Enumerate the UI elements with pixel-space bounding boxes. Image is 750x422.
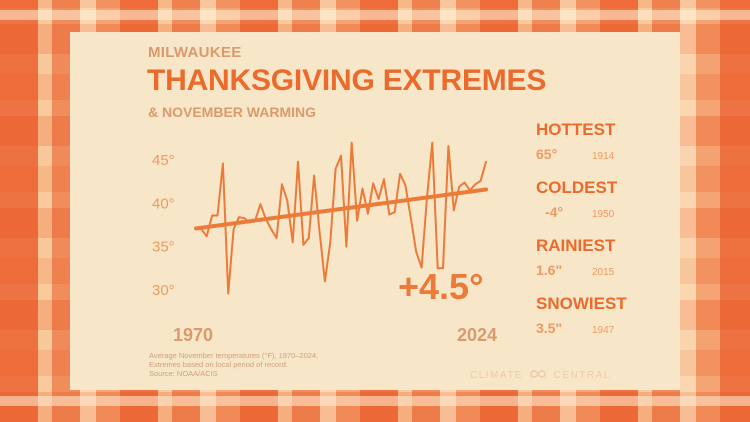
stat-label: RAINIEST [536, 236, 616, 255]
data-point [372, 182, 375, 185]
data-point [388, 213, 391, 216]
data-point [307, 237, 310, 239]
plaid-stripe [0, 10, 750, 20]
data-point [297, 160, 299, 163]
stat-label: COLDEST [536, 178, 618, 197]
stat-value: 3.5" [536, 320, 563, 336]
data-point [275, 237, 278, 239]
y-tick-label: 30° [152, 282, 175, 299]
stat-label: SNOWIEST [536, 294, 627, 313]
data-point [393, 211, 396, 213]
data-point [329, 241, 332, 244]
data-point [452, 209, 455, 212]
data-point [404, 184, 407, 186]
stat-coldest: COLDEST -4° 1950 [536, 178, 676, 222]
y-tick-label: 40° [152, 195, 175, 212]
data-point [291, 241, 294, 244]
stat-value: -4° [545, 204, 564, 220]
plaid-stripe [0, 396, 750, 406]
stat-label: HOTTEST [536, 120, 616, 139]
brand-text: CENTRAL [553, 370, 611, 381]
footnote-line: Extremes based on local period of record… [149, 360, 288, 369]
data-point [377, 198, 380, 200]
data-point [238, 216, 240, 218]
data-point [324, 280, 326, 283]
data-point [474, 183, 477, 186]
data-point [367, 212, 369, 215]
subtitle: & NOVEMBER WARMING [148, 104, 316, 120]
data-point [350, 141, 353, 144]
data-point [410, 217, 412, 219]
data-point [447, 145, 450, 147]
location-label: MILWAUKEE [148, 44, 242, 61]
y-tick-label: 45° [152, 152, 175, 169]
data-point [345, 245, 348, 248]
stat-rainiest: RAINIEST 1.6" 2015 [536, 236, 676, 280]
y-tick-label: 35° [152, 239, 175, 256]
stat-year: 2015 [592, 267, 615, 278]
data-point [485, 160, 487, 163]
infinity-icon [530, 370, 547, 378]
data-point [420, 266, 423, 269]
data-point [232, 228, 235, 231]
data-point [479, 180, 482, 182]
data-point [227, 292, 230, 295]
data-point [463, 181, 466, 184]
stat-value: 1.6" [536, 262, 563, 278]
data-point [286, 199, 289, 202]
stat-year: 1947 [592, 325, 615, 336]
page-title: THANKSGIVING EXTREMES [147, 64, 547, 97]
stat-year: 1914 [592, 151, 615, 162]
x-tick-label: 2024 [457, 325, 497, 345]
data-point [399, 173, 401, 175]
extremes-panel: HOTTEST 65° 1914 COLDEST -4° 1950 RAINIEST… [536, 120, 676, 352]
footnote-line: Average November temperatures (°F), 1970… [149, 351, 319, 360]
data-point [270, 228, 272, 231]
stat-hottest: HOTTEST 65° 1914 [536, 120, 676, 164]
data-point [259, 203, 262, 205]
footnote-line: Source: NOAA/ACIS [149, 369, 218, 378]
trend-line [194, 187, 488, 231]
stat-value: 65° [536, 146, 558, 162]
data-point [216, 214, 219, 217]
data-point [458, 186, 460, 188]
data-point [334, 167, 337, 170]
stat-year: 1950 [592, 209, 615, 220]
brand-text: CLIMATE [470, 370, 524, 381]
data-point [318, 230, 321, 232]
data-point [222, 162, 224, 165]
data-point [436, 267, 439, 270]
x-tick-label: 1970 [173, 325, 213, 345]
stat-snowiest: SNOWIEST 3.5" 1947 [536, 294, 676, 338]
footnote: Average November temperatures (°F), 1970… [149, 351, 318, 378]
data-point [361, 187, 364, 190]
warming-annotation: +4.5° [398, 266, 483, 307]
data-point [243, 217, 246, 219]
data-point [431, 141, 434, 144]
data-point [383, 178, 385, 180]
data-point [302, 244, 305, 246]
data-point [442, 267, 444, 270]
data-point [281, 183, 283, 186]
data-point [205, 235, 208, 238]
data-point [211, 214, 213, 217]
data-point [340, 154, 342, 157]
data-point [415, 251, 417, 253]
content-panel [70, 32, 680, 390]
data-point [356, 219, 358, 222]
brand-logo: CLIMATE CENTRAL [470, 369, 611, 381]
data-point [313, 174, 315, 177]
